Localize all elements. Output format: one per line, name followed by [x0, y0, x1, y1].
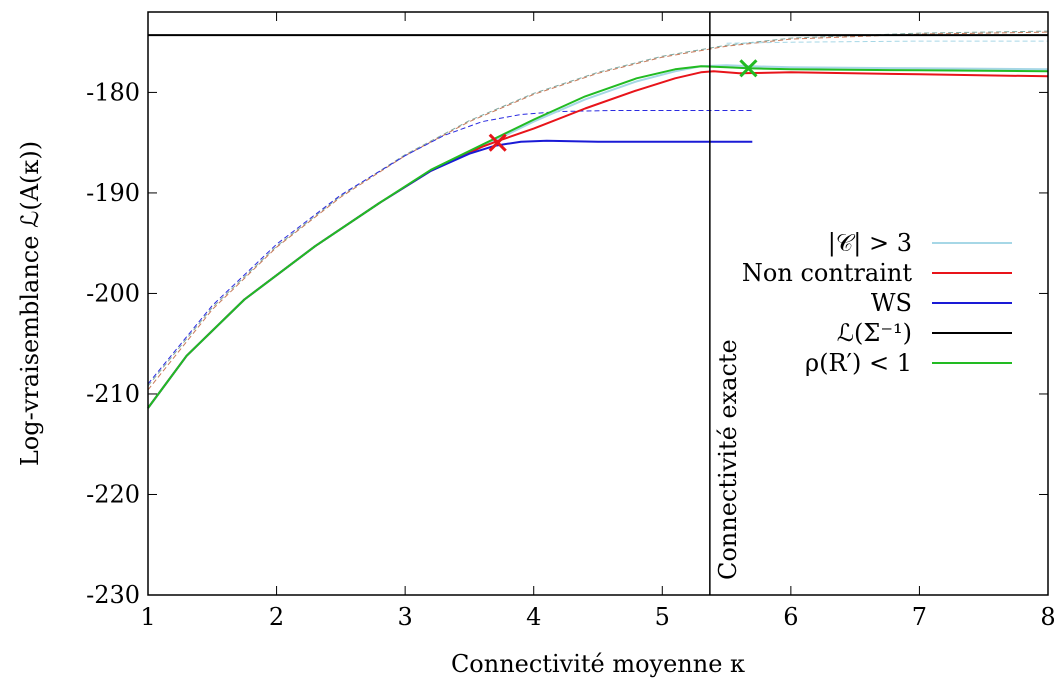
reference-dashed-line-7 — [726, 40, 1048, 44]
series-line-1 — [147, 70, 1049, 409]
legend-label-4: ρ(R′) < 1 — [805, 349, 912, 377]
x-tick-label: 5 — [655, 603, 670, 631]
reference-dashed-line-5 — [147, 30, 1049, 387]
y-tick-label: -210 — [86, 380, 140, 408]
optimum-marker-0 — [488, 133, 507, 152]
x-tick-label: 2 — [269, 603, 284, 631]
legend-label-2: WS — [871, 289, 912, 317]
plot-frame — [147, 11, 1049, 596]
axes: 1 2 3 4 5 6 7 8 -230 -220 -210 -200 -190 -180 — [86, 11, 1056, 631]
optimum-marker-stroke — [739, 59, 758, 78]
y-tick-label: -190 — [86, 179, 140, 207]
series-line-2 — [147, 139, 753, 409]
legend-label-3: ℒ(Σ⁻¹) — [837, 319, 912, 347]
x-axis-label: Connectivité moyenne κ — [451, 650, 745, 678]
series-line-0 — [147, 64, 1049, 409]
y-tick-label: -180 — [86, 78, 140, 106]
y-axis-label: Log-vraisemblance ℒ(A(κ)) — [16, 141, 44, 466]
y-tick-label: -200 — [86, 279, 140, 307]
legend-label-1: Non contraint — [742, 259, 912, 287]
x-tick-label: 3 — [398, 603, 413, 631]
x-tick-label: 4 — [526, 603, 541, 631]
plot-lines: Connectivité exacte — [147, 12, 1049, 595]
x-tick-label: 7 — [912, 603, 927, 631]
y-tick-label: -230 — [86, 581, 140, 609]
x-tick-label: 1 — [140, 603, 155, 631]
reference-dashed-line-8 — [147, 110, 753, 385]
series-line-4 — [147, 65, 1049, 409]
optimum-marker-stroke — [488, 133, 507, 152]
y-tick-label: -220 — [86, 480, 140, 508]
reference-dashed-line-6 — [147, 31, 1049, 391]
x-tick-label: 6 — [783, 603, 798, 631]
legend-label-0: |𝒞| > 3 — [828, 229, 912, 258]
optimum-marker-1 — [739, 59, 758, 78]
x-tick-label: 8 — [1040, 603, 1055, 631]
exact-connectivity-label: Connectivité exacte — [714, 339, 742, 580]
